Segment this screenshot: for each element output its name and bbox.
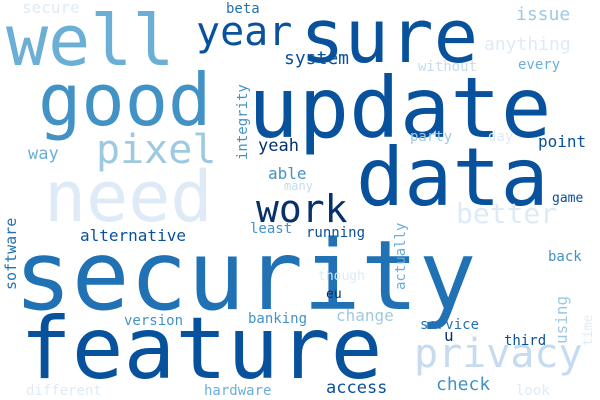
word-year: year (196, 9, 293, 55)
word-every: every (518, 57, 561, 73)
word-point: point (538, 132, 587, 151)
word-access: access (326, 378, 388, 398)
word-yeah: yeah (258, 136, 299, 156)
word-pixel: pixel (96, 127, 217, 173)
word-banking: banking (248, 311, 308, 327)
word-third: third (504, 333, 547, 349)
word-way: way (28, 144, 59, 164)
word-anything: anything (484, 34, 571, 55)
word-time: time (581, 314, 596, 346)
word-though: though (318, 269, 365, 284)
word-service: service (420, 317, 480, 333)
word-without: without (418, 59, 478, 75)
word-game: game (552, 191, 584, 206)
word-well: well (6, 0, 175, 82)
word-look: look (516, 383, 550, 399)
word-many: many (284, 179, 313, 193)
word-able: able (268, 164, 307, 183)
word-party: party (410, 129, 453, 145)
word-integrity: integrity (235, 84, 251, 160)
word-update: update (248, 59, 552, 157)
word-u: u (444, 326, 454, 345)
word-data: data (356, 131, 549, 224)
word-back: back (548, 249, 582, 265)
word-privacy: privacy (414, 331, 583, 377)
word-hardware: hardware (204, 383, 272, 399)
word-security: security (14, 220, 477, 332)
word-using: using (552, 295, 571, 344)
word-system: system (284, 48, 350, 69)
word-software: software (2, 217, 20, 290)
word-issue: issue (516, 4, 571, 25)
word-secure: secure (22, 0, 80, 17)
word-good: good (38, 58, 212, 142)
word-alternative: alternative (80, 226, 186, 245)
word-beta: beta (226, 1, 260, 17)
word-change: change (336, 306, 394, 325)
word-running: running (306, 225, 366, 241)
word-version: version (124, 313, 184, 329)
word-least: least (250, 221, 293, 237)
word-need: need (44, 156, 213, 238)
word-work: work (256, 187, 348, 231)
word-different: different (26, 383, 102, 399)
word-feature: feature (20, 299, 383, 399)
word-check: check (436, 374, 491, 395)
word-actually: actually (393, 222, 409, 290)
word-day: day (488, 129, 514, 145)
word-eu: eu (326, 287, 342, 302)
word-better: better (456, 197, 558, 230)
word-sure: sure (300, 0, 479, 80)
